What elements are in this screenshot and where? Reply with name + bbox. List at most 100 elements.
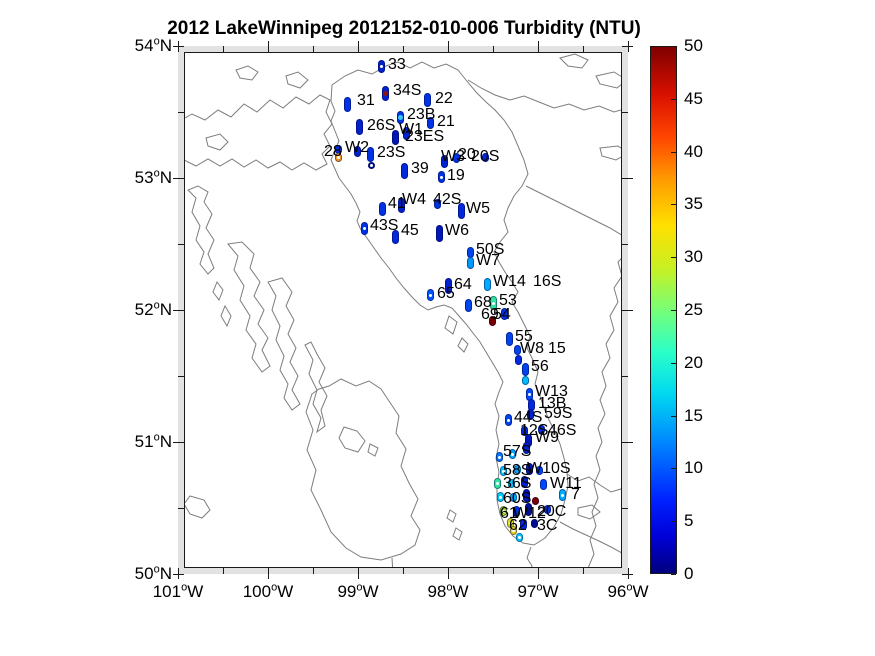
coastline-path [457, 337, 469, 353]
frame-crossbar [628, 46, 629, 52]
station-label: 19 [447, 167, 465, 184]
frame-crossbar [178, 574, 184, 575]
station-dot [367, 161, 375, 169]
dot-white-center [498, 495, 502, 499]
station-dot [509, 492, 517, 502]
dot-white-center [369, 163, 373, 167]
station-dot [513, 345, 521, 355]
frame-crossbar [178, 46, 179, 52]
station-label: W7 [476, 252, 500, 269]
station-dot [522, 442, 530, 454]
station-dot [355, 119, 363, 135]
frame-crossbar [313, 568, 314, 574]
station-dot [437, 171, 445, 183]
station-dot [353, 145, 361, 157]
station-dot [466, 257, 474, 269]
degree-tick [538, 41, 539, 46]
station-dot [488, 316, 496, 326]
station-label: 57S [503, 443, 532, 460]
degree-tick [173, 442, 178, 443]
station-label: 45 [401, 222, 419, 239]
coastline-path [446, 509, 457, 523]
lon-tick-label: 100oW [242, 581, 294, 601]
station-dot [508, 449, 516, 459]
degree-tick [628, 310, 633, 311]
station-label: 60S [503, 490, 532, 507]
degree-tick [173, 178, 178, 179]
frame-crossbar [178, 508, 184, 509]
station-label: 39 [411, 160, 429, 177]
degree-tick [628, 574, 629, 579]
station-label: W8 [520, 340, 544, 357]
degree-tick [448, 41, 449, 46]
dot-white-center [517, 535, 521, 539]
coastline-path [587, 251, 628, 574]
coastline-path [187, 185, 215, 275]
colorbar-tick [671, 521, 676, 523]
frame-inner-rect [184, 52, 622, 568]
colorbar-tick-label: 5 [684, 511, 694, 531]
station-dot [391, 129, 399, 145]
colorbar-tick-label: 25 [684, 300, 703, 319]
coastline-path [525, 185, 628, 239]
station-label: 64 [454, 276, 472, 293]
station-label: 33 [388, 56, 406, 73]
station-label: W9 [535, 429, 559, 446]
station-label: 43S [370, 217, 399, 234]
station-label: 21 [437, 113, 455, 130]
station-label: W11 [550, 475, 582, 492]
dot-white-center [501, 469, 505, 473]
colorbar [650, 46, 677, 574]
degree-tick [628, 46, 633, 47]
dot-white-center [506, 418, 510, 422]
colorbar-tick [671, 310, 676, 311]
station-dot [521, 362, 529, 376]
dot-white-center [428, 293, 432, 297]
frame-crossbar [622, 508, 628, 509]
station-dot [400, 163, 408, 179]
coastline-path [178, 94, 333, 171]
station-dot [464, 298, 472, 312]
station-dot [493, 477, 501, 489]
station-dot [512, 505, 520, 517]
frame-crossbar [493, 46, 494, 52]
lon-tick-label: 99oW [337, 581, 379, 601]
degree-tick [178, 41, 179, 46]
colorbar-tick-label: 50 [684, 36, 703, 55]
station-dot [524, 502, 532, 516]
station-dot [531, 497, 539, 505]
station-dot [520, 476, 528, 488]
station-label: W14 [493, 273, 526, 290]
colorbar-tick-label: 35 [684, 194, 703, 214]
station-dot [391, 230, 399, 244]
station-dot [452, 153, 460, 163]
frame-crossbar [622, 310, 628, 311]
station-label: 65 [437, 285, 455, 302]
station-label: 55 [515, 328, 533, 345]
station-label: 20C [537, 503, 567, 520]
frame-crossbar [448, 568, 449, 574]
station-dot [440, 154, 448, 168]
lat-tick-label: 53oN [134, 167, 172, 187]
degree-tick [628, 41, 629, 46]
frame-crossbar [622, 178, 628, 179]
station-dot [499, 466, 507, 476]
dot-white-center [336, 155, 340, 159]
station-dot [423, 93, 431, 107]
dot-white-center [511, 528, 515, 532]
frame-crossbar [622, 244, 628, 245]
station-dot [378, 202, 386, 216]
frame-crossbar [622, 574, 628, 575]
coastline-path [212, 280, 224, 302]
station-label: W1 [399, 121, 423, 138]
station-dot [513, 464, 521, 474]
station-label: 54 [493, 306, 511, 323]
station-dot [457, 203, 465, 219]
frame-crossbar [538, 568, 539, 574]
frame-crossbar [223, 568, 224, 574]
coastline-path [367, 443, 379, 457]
dot-white-center [501, 509, 505, 513]
station-label: W10S [527, 460, 571, 477]
frame-crossbar [622, 442, 628, 443]
station-label: 62 [509, 517, 527, 534]
